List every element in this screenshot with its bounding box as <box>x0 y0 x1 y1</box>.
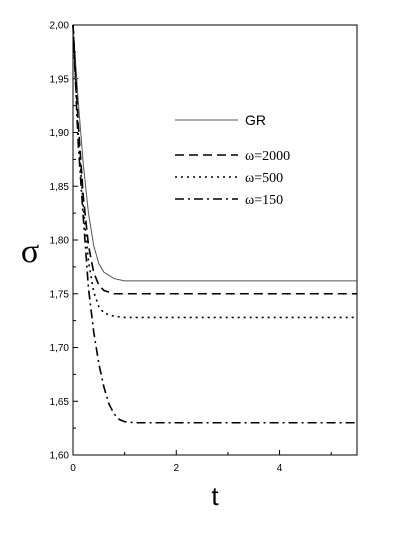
y-tick-label: 1,60 <box>50 451 70 462</box>
x-tick-label: 0 <box>70 463 76 474</box>
x-axis-title: t <box>211 481 219 511</box>
y-axis-title: σ <box>21 233 39 270</box>
y-tick-label: 2,00 <box>50 21 70 32</box>
legend-label-2: ω=500 <box>245 171 283 186</box>
y-tick-label: 1,85 <box>50 182 70 193</box>
series-line-2 <box>72 24 357 319</box>
y-tick-label: 1,95 <box>50 74 70 85</box>
legend-label-0: GR <box>245 112 266 128</box>
x-tick-label: 2 <box>173 463 179 474</box>
series-lines <box>72 24 357 424</box>
x-tick-label: 4 <box>277 463 283 474</box>
plot-frame <box>72 24 358 456</box>
series-line-0 <box>72 24 357 282</box>
legend: GR ω=2000 ω=500 ω=150 <box>175 112 290 208</box>
y-tick-label: 1,80 <box>50 236 70 247</box>
y-axis: 1,60 1,65 1,70 1,75 1,80 1,85 1,90 1,95 2,00 <box>50 21 78 462</box>
y-tick-label: 1,90 <box>50 128 70 139</box>
legend-label-3: ω=150 <box>245 193 283 208</box>
y-tick-label: 1,75 <box>50 289 70 300</box>
series-line-3 <box>72 24 357 424</box>
series-line-1 <box>72 24 357 295</box>
x-axis: 0 2 4 <box>70 450 332 474</box>
y-tick-label: 1,70 <box>50 343 70 354</box>
y-tick-label: 1,65 <box>50 397 70 408</box>
legend-label-1: ω=2000 <box>245 149 290 164</box>
